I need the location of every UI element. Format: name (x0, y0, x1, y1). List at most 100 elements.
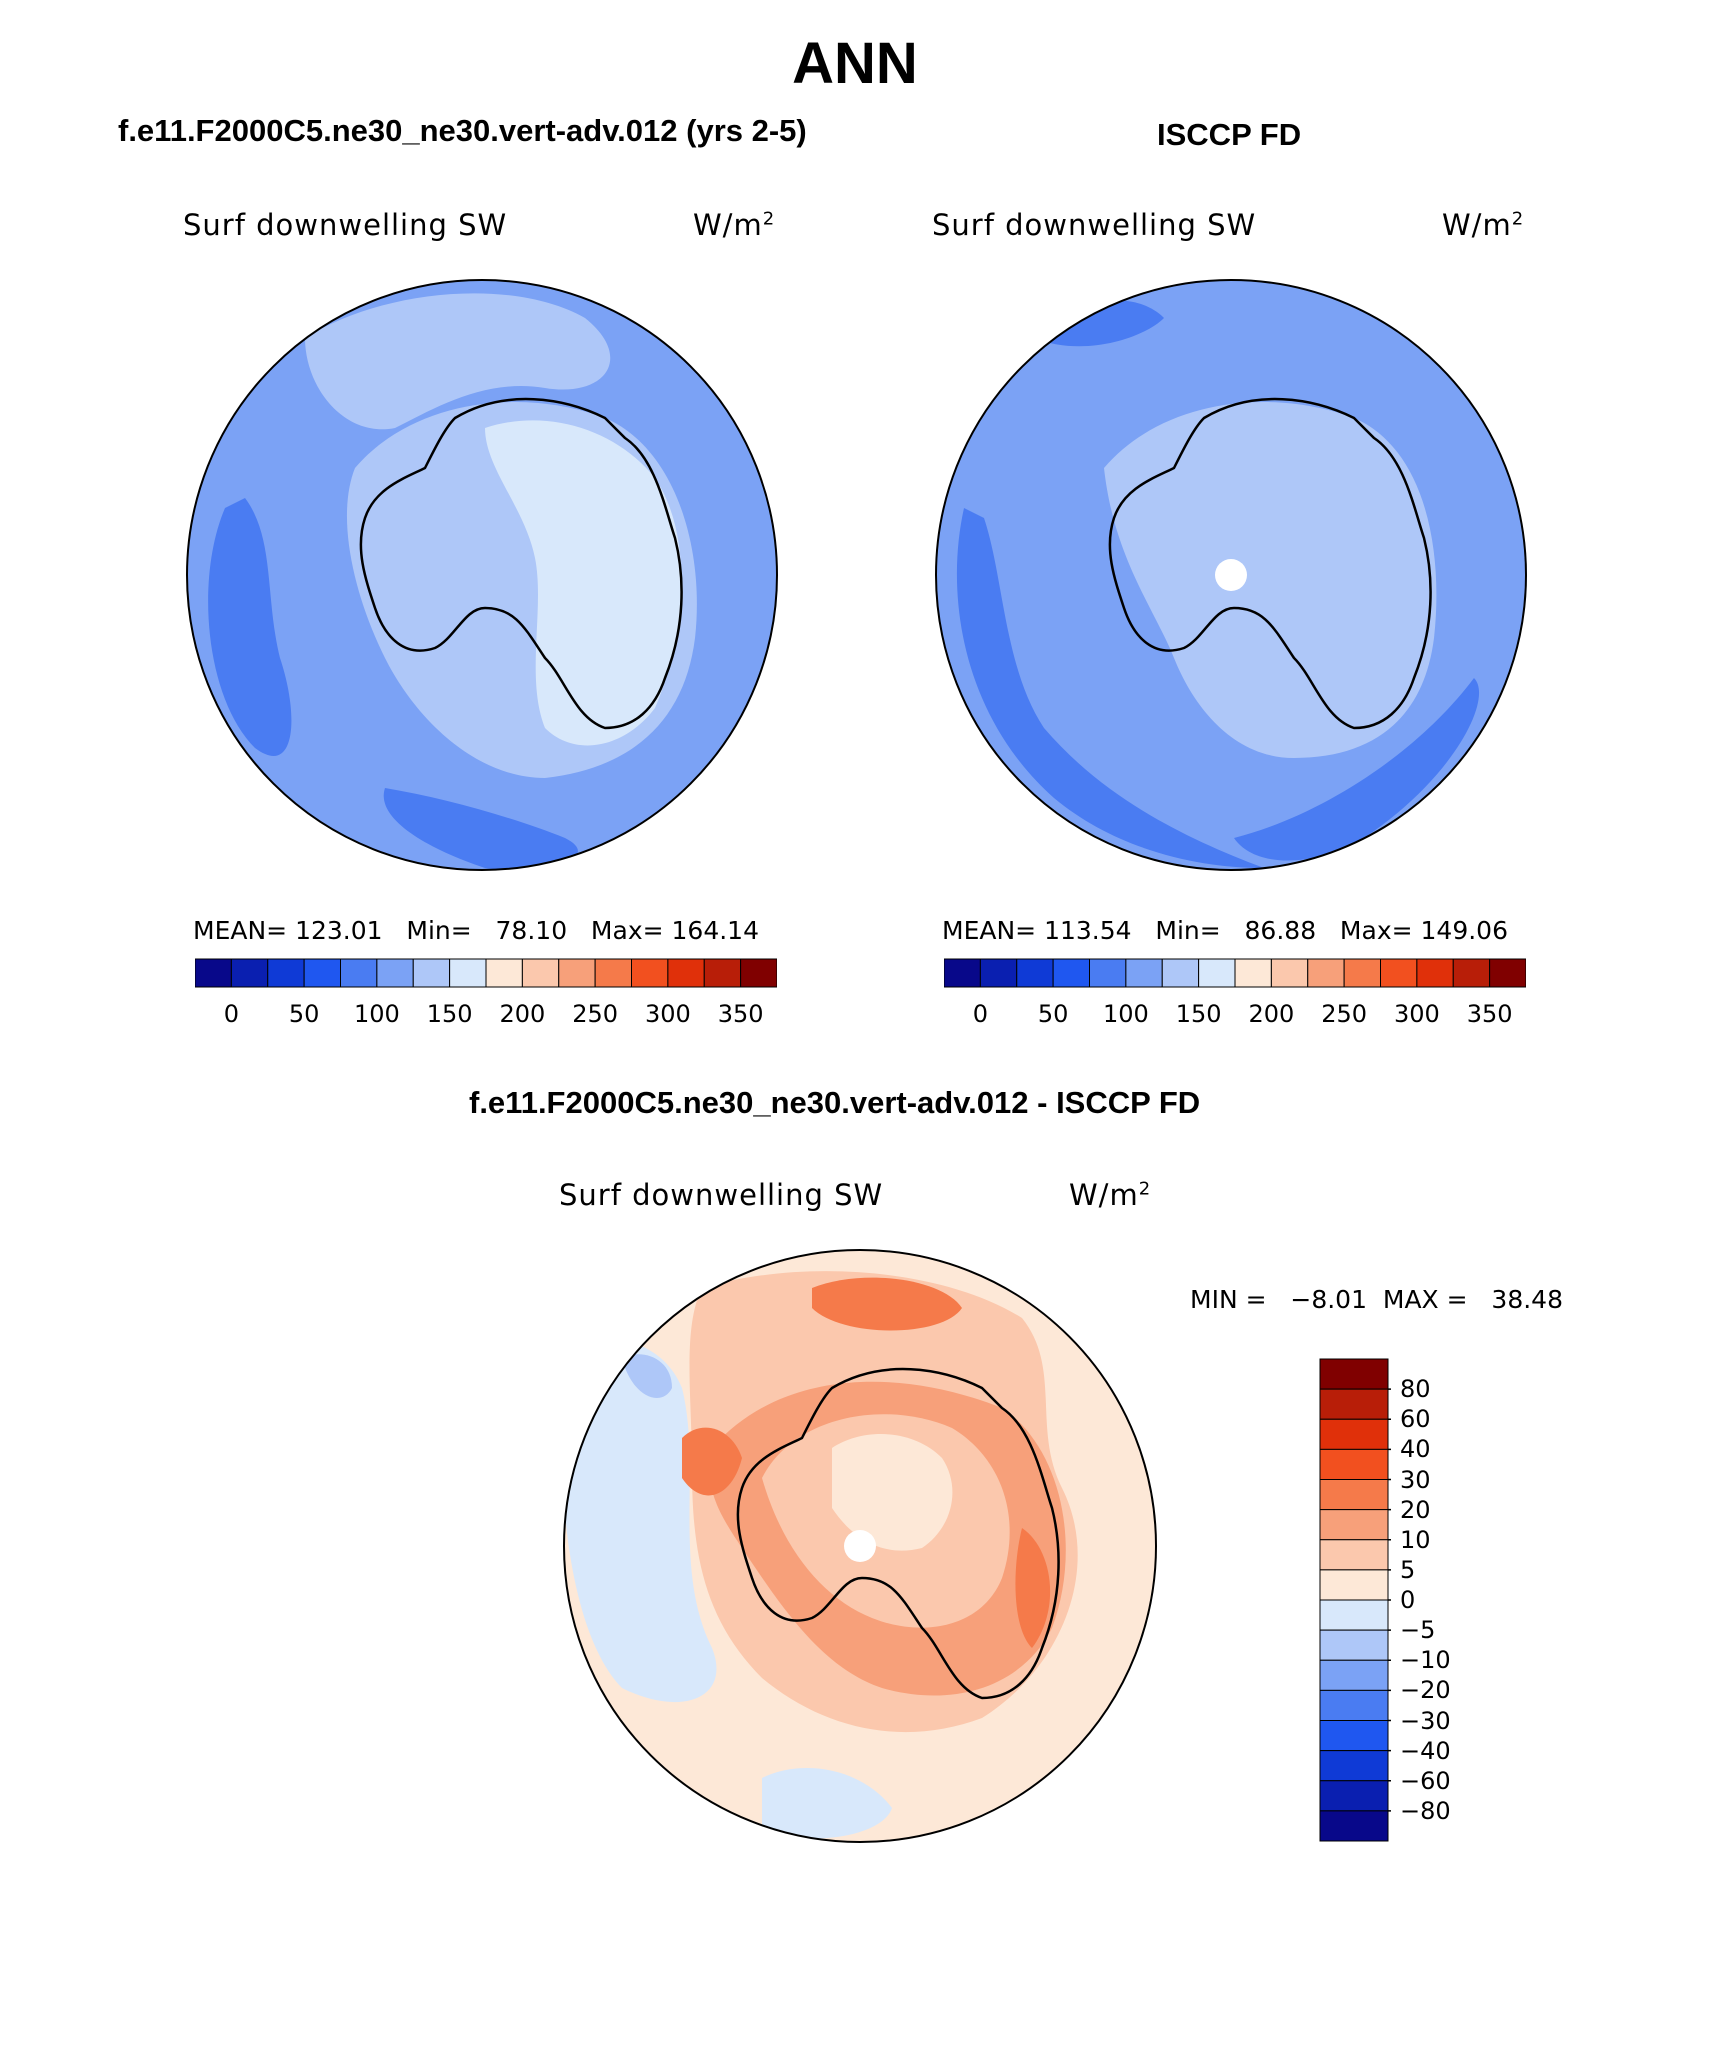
obs-colorbar-swatch (1452, 958, 1491, 988)
obs-colorbar-swatch (1343, 958, 1381, 988)
diff-colorbar-swatch (1319, 1599, 1389, 1631)
obs-colorbar-ticks: 0 50 100 150 200 250 300 350 (944, 1000, 1526, 1030)
obs-variable-label: Surf downwelling SW (932, 208, 1257, 242)
diff-colorbar-tick-label: −60 (1400, 1766, 1451, 1795)
model-colorbar-swatch (303, 958, 341, 988)
diff-colorbar-tick-label: −20 (1400, 1676, 1451, 1705)
model-colorbar-swatch (521, 958, 560, 988)
diff-colorbar-swatch (1319, 1479, 1389, 1511)
obs-colorbar-swatch (1307, 958, 1345, 988)
model-colorbar-tick-label: 300 (644, 1000, 691, 1028)
obs-colorbar-swatch (1234, 958, 1272, 988)
model-colorbar-tick-label: 0 (223, 1000, 240, 1028)
diff-colorbar-swatch (1319, 1448, 1389, 1480)
diff-title: f.e11.F2000C5.ne30_ne30.vert-adv.012 - I… (469, 1085, 1201, 1120)
diff-colorbar-swatch (1319, 1810, 1389, 1842)
diff-colorbar-tick-label: −10 (1400, 1646, 1451, 1675)
obs-title: ISCCP FD (1157, 117, 1302, 152)
obs-colorbar-swatch (944, 958, 981, 988)
diff-colorbar-swatch (1319, 1539, 1389, 1571)
model-colorbar-swatch (412, 958, 451, 988)
diff-colorbar-tick-label: 80 (1400, 1375, 1431, 1404)
diff-colorbar-swatch (1319, 1750, 1389, 1782)
model-colorbar-swatch (267, 958, 305, 988)
model-colorbar-swatch (740, 958, 777, 988)
diff-colorbar-swatch (1319, 1720, 1389, 1752)
model-colorbar-swatch (667, 958, 705, 988)
diff-variable-label: Surf downwelling SW (559, 1178, 884, 1212)
diff-colorbar-tick-label: 40 (1400, 1435, 1431, 1464)
obs-colorbar-tick-label: 350 (1466, 1000, 1513, 1028)
obs-colorbar (944, 958, 1526, 988)
obs-colorbar-tick-label: 200 (1248, 1000, 1295, 1028)
diff-colorbar-tick-label: 20 (1400, 1495, 1431, 1524)
obs-colorbar-swatch (1161, 958, 1200, 988)
diff-units-label: W/m2 (1069, 1178, 1152, 1212)
model-colorbar-swatch (631, 958, 669, 988)
obs-colorbar-tick-label: 0 (972, 1000, 989, 1028)
diff-colorbar-tick-label: 10 (1400, 1525, 1431, 1554)
diff-colorbar-swatch (1319, 1629, 1389, 1661)
obs-colorbar-swatch (1198, 958, 1236, 988)
model-stats: MEAN= 123.01 Min= 78.10 Max= 164.14 (193, 916, 759, 945)
obs-colorbar-swatch (1052, 958, 1090, 988)
obs-colorbar-swatch (1270, 958, 1309, 988)
model-colorbar-ticks: 0 50 100 150 200 250 300 350 (195, 1000, 777, 1030)
diff-colorbar-ticks: 80 60 40 30 20 10 5 0 −5 −10 −20 −30 −40 −60 −80 (1396, 1358, 1516, 1842)
model-colorbar-tick-label: 200 (499, 1000, 546, 1028)
obs-colorbar-swatch (1380, 958, 1418, 988)
model-polar-map (186, 279, 778, 871)
diff-colorbar-swatch (1319, 1358, 1389, 1390)
diff-colorbar-tick-label: 60 (1400, 1405, 1431, 1434)
model-units-label: W/m2 (693, 208, 776, 242)
diff-colorbar-swatch (1319, 1509, 1389, 1541)
model-colorbar-tick-label: 250 (572, 1000, 619, 1028)
diff-colorbar-tick-label: 0 (1400, 1586, 1416, 1614)
obs-colorbar-tick-label: 150 (1175, 1000, 1222, 1028)
diff-colorbar-tick-label: −30 (1400, 1706, 1451, 1735)
diff-colorbar-swatch (1319, 1388, 1389, 1420)
obs-colorbar-swatch (1016, 958, 1054, 988)
model-colorbar-swatch (449, 958, 487, 988)
model-colorbar-tick-label: 100 (353, 1000, 400, 1028)
model-colorbar-tick-label: 350 (717, 1000, 764, 1028)
model-colorbar (195, 958, 777, 988)
model-colorbar-swatch (376, 958, 414, 988)
diff-colorbar-swatch (1319, 1418, 1389, 1450)
model-colorbar-tick-label: 150 (426, 1000, 473, 1028)
obs-colorbar-tick-label: 100 (1102, 1000, 1149, 1028)
model-colorbar-swatch (340, 958, 378, 988)
model-colorbar-swatch (703, 958, 742, 988)
model-colorbar-swatch (558, 958, 596, 988)
model-case-title: f.e11.F2000C5.ne30_ne30.vert-adv.012 (yr… (118, 113, 807, 148)
obs-colorbar-tick-label: 250 (1321, 1000, 1368, 1028)
diff-colorbar-tick-label: 30 (1400, 1465, 1431, 1494)
obs-colorbar-swatch (1489, 958, 1526, 988)
model-colorbar-swatch (195, 958, 232, 988)
diff-colorbar-tick-label: −80 (1400, 1796, 1451, 1825)
obs-colorbar-tick-label: 300 (1393, 1000, 1440, 1028)
obs-polar-map (935, 279, 1527, 871)
model-colorbar-tick-label: 50 (288, 1000, 320, 1028)
obs-units-label: W/m2 (1442, 208, 1525, 242)
diff-colorbar-swatch (1319, 1689, 1389, 1721)
model-variable-label: Surf downwelling SW (183, 208, 508, 242)
obs-colorbar-tick-label: 50 (1037, 1000, 1069, 1028)
model-colorbar-swatch (485, 958, 523, 988)
obs-colorbar-swatch (1416, 958, 1454, 988)
obs-stats: MEAN= 113.54 Min= 86.88 Max= 149.06 (942, 916, 1508, 945)
diff-polar-map (563, 1249, 1157, 1843)
diff-colorbar-tick-label: −40 (1400, 1736, 1451, 1765)
obs-colorbar-swatch (1089, 958, 1127, 988)
diff-colorbar-swatch (1319, 1659, 1389, 1691)
obs-colorbar-swatch (1125, 958, 1163, 988)
diff-colorbar (1319, 1358, 1391, 1842)
model-colorbar-swatch (594, 958, 632, 988)
obs-colorbar-swatch (979, 958, 1018, 988)
figure-title: ANN (792, 31, 918, 96)
diff-colorbar-tick-label: 5 (1400, 1555, 1416, 1584)
diff-colorbar-swatch (1319, 1780, 1389, 1812)
model-colorbar-swatch (230, 958, 269, 988)
diff-stats: MIN = −8.01 MAX = 38.48 (1190, 1285, 1563, 1314)
diff-colorbar-tick-label: −5 (1400, 1616, 1436, 1645)
